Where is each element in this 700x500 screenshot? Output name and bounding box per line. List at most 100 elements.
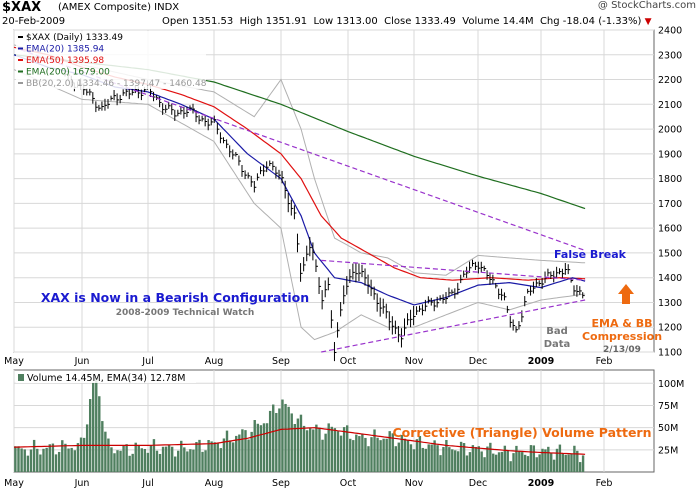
volume-bar — [98, 396, 101, 472]
price-tick-label: 1400 — [658, 273, 682, 284]
volume-bar — [42, 448, 45, 472]
volume-bar — [506, 450, 509, 472]
volume-bar — [231, 442, 235, 472]
x-tick-label: 2009 — [528, 356, 554, 367]
volume-bar — [235, 435, 238, 472]
price-tick-label: 2000 — [658, 125, 682, 136]
volume-bar — [183, 447, 186, 472]
annotation-subtitle: 2008-2009 Technical Watch — [116, 308, 255, 318]
volume-bar — [391, 433, 394, 472]
volume-bar — [406, 440, 410, 472]
price-tick-label: 2300 — [658, 50, 682, 61]
volume-bar — [259, 425, 263, 472]
x-tick-label: Nov — [405, 356, 424, 367]
volume-bar — [195, 441, 198, 472]
volume-bar — [189, 449, 192, 472]
x-tick-label: Aug — [205, 356, 224, 367]
volume-bar — [140, 448, 143, 472]
volume-bar — [367, 446, 370, 472]
volume-bar — [336, 431, 340, 472]
x-tick-label: Dec — [469, 356, 487, 367]
volume-bar — [509, 461, 512, 472]
price-tick-label: 1900 — [658, 149, 682, 160]
volume-bar — [256, 423, 260, 472]
volume-bar — [14, 446, 17, 472]
volume-bar — [186, 451, 189, 472]
volume-bar — [309, 428, 312, 472]
price-tick-label: 2200 — [658, 75, 682, 86]
volume-bar — [158, 453, 162, 472]
x-tick-label: Nov — [405, 478, 424, 489]
volume-bar — [265, 423, 269, 472]
volume-bar — [268, 410, 272, 472]
high-label: High — [239, 16, 263, 27]
volume-bar — [146, 452, 150, 472]
volume-bar — [293, 424, 297, 472]
volume-bar — [439, 455, 442, 472]
volume-bar — [192, 449, 195, 472]
volume-bar — [462, 443, 466, 472]
volume-bar — [225, 430, 229, 472]
volume-bar — [210, 441, 213, 472]
volume-tick-label: 50M — [658, 423, 678, 434]
volume-bar — [521, 452, 524, 472]
volume-bar — [581, 455, 585, 472]
volume-bar — [456, 451, 460, 472]
close-label: Close — [384, 16, 412, 27]
open-label: Open — [162, 16, 189, 27]
volume-bar — [370, 437, 373, 472]
chg-value: -18.04 (-1.33%) — [562, 16, 642, 27]
volume-bar — [272, 404, 275, 472]
x-tick-label: Feb — [596, 478, 613, 489]
down-arrow-icon: ▼ — [644, 17, 652, 27]
x-tick-label: Jul — [141, 478, 153, 489]
volume-bar — [128, 455, 131, 472]
volume-bar — [284, 403, 287, 472]
volume-bar — [228, 440, 232, 472]
volume-bar — [305, 430, 309, 472]
volume-bar — [88, 399, 92, 472]
volume-bar — [170, 446, 174, 472]
exchange-name: (AMEX Composite) INDX — [58, 2, 180, 13]
volume-legend: Volume 14.45M, EMA(34) 12.78M — [27, 373, 185, 384]
volume-bar — [436, 445, 439, 472]
low-value: 1313.00 — [336, 16, 378, 27]
volume-bar — [275, 412, 278, 472]
volume-bar — [345, 425, 349, 472]
volume-bar — [427, 444, 430, 472]
volume-bar — [558, 444, 562, 472]
volume-bar — [173, 456, 177, 472]
volume-bar — [342, 427, 346, 472]
volume-label: Volume — [462, 16, 500, 27]
volume-bar — [465, 455, 469, 472]
price-tick-label: 1700 — [658, 199, 682, 210]
volume-bar — [541, 448, 544, 472]
volume-bar — [57, 451, 61, 472]
volume-bar — [61, 440, 64, 472]
volume-bar — [349, 438, 352, 472]
volume-bar — [376, 437, 379, 472]
annotation-bad-data: Bad — [546, 326, 568, 337]
volume-bar — [573, 445, 576, 472]
high-value: 1351.91 — [265, 16, 308, 27]
price-tick-label: 1500 — [658, 248, 682, 259]
volume-bar — [355, 434, 358, 472]
volume-bar — [315, 424, 318, 472]
volume-bar — [302, 425, 306, 472]
volume-bar — [155, 450, 159, 472]
volume-bar — [177, 450, 180, 472]
volume-bar — [421, 447, 425, 472]
volume-bar — [373, 429, 376, 472]
volume-bar — [73, 450, 76, 472]
annotation-title: XAX is Now in a Bearish Configuration — [41, 290, 309, 305]
volume-bar — [207, 440, 210, 472]
volume-legend-box — [16, 371, 196, 383]
volume-bar — [82, 437, 86, 472]
volume-bar — [278, 408, 281, 472]
volume-bar — [492, 453, 495, 472]
chart-date: 20-Feb-2009 — [2, 16, 66, 27]
volume-bar — [23, 449, 26, 472]
volume-bar — [523, 454, 527, 472]
volume-bar — [296, 418, 300, 472]
